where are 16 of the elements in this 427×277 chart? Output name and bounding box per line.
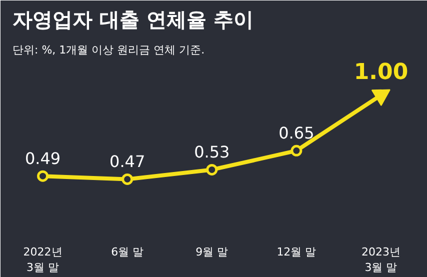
data-label: 0.53 <box>194 142 230 162</box>
chart-subtitle: 단위: %, 1개월 이상 원리금 연체 기준. <box>12 44 205 56</box>
chart-title: 자영업자 대출 연체율 추이 <box>12 8 254 32</box>
point <box>206 164 218 176</box>
data-label: 0.65 <box>278 124 314 143</box>
data-label: 1.00 <box>354 60 408 86</box>
x-tick-label: 9월 말 <box>196 246 228 258</box>
x-tick-label: 2022년 3월 말 <box>23 246 62 274</box>
x-tick-label: 2023년 3월 말 <box>362 246 400 274</box>
x-tick-label: 6월 말 <box>111 246 144 258</box>
point <box>122 174 134 185</box>
data-label: 0.49 <box>24 149 61 168</box>
data-label: 0.47 <box>110 152 146 172</box>
x-tick-label: 12월 말 <box>276 246 316 258</box>
point <box>290 144 302 156</box>
point <box>37 170 49 182</box>
